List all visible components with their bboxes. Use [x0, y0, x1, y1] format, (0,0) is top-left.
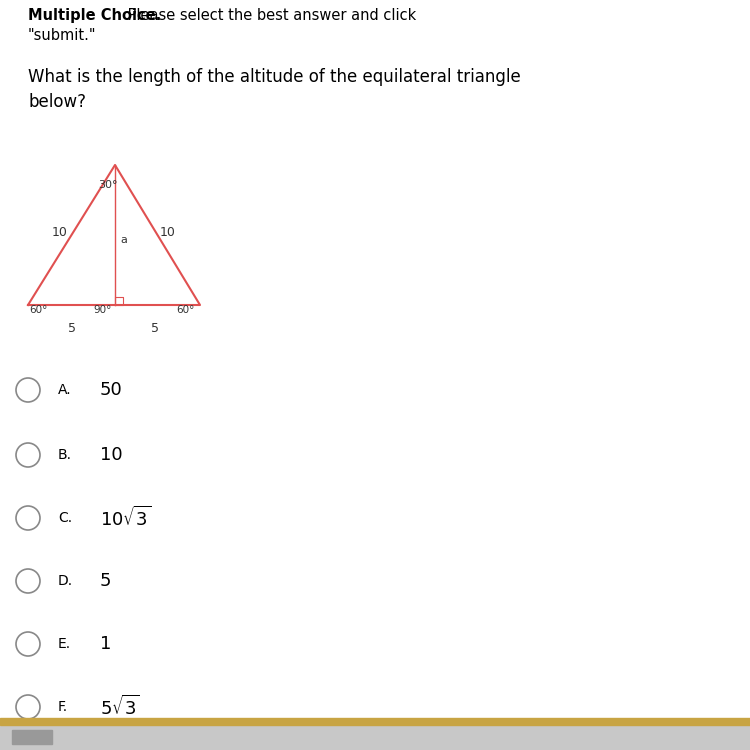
Text: 1: 1 [100, 635, 111, 653]
Text: B.: B. [58, 448, 72, 462]
Text: 10: 10 [100, 446, 123, 464]
Text: $\mathregular{5}\sqrt{\mathregular{3}}$: $\mathregular{5}\sqrt{\mathregular{3}}$ [100, 695, 140, 719]
Text: D.: D. [58, 574, 74, 588]
Text: 30°: 30° [98, 180, 118, 190]
Text: 10: 10 [160, 226, 176, 239]
Text: 5: 5 [68, 322, 76, 334]
Text: Please select the best answer and click: Please select the best answer and click [123, 8, 416, 23]
Text: a: a [121, 235, 128, 245]
Text: 90°: 90° [94, 305, 112, 315]
Text: 60°: 60° [176, 305, 194, 315]
Text: C.: C. [58, 511, 72, 525]
Text: below?: below? [28, 93, 86, 111]
Text: Multiple Choice.: Multiple Choice. [28, 8, 161, 23]
Text: 10: 10 [52, 226, 68, 239]
Text: What is the length of the altitude of the equilateral triangle: What is the length of the altitude of th… [28, 68, 520, 86]
Bar [12, 730, 52, 744]
Text: 50: 50 [100, 381, 123, 399]
Text: A.: A. [58, 383, 72, 397]
Bar [0, 726, 750, 750]
Text: 5: 5 [100, 572, 112, 590]
Text: 60°: 60° [28, 305, 47, 315]
Text: $\mathregular{10}\sqrt{\mathregular{3}}$: $\mathregular{10}\sqrt{\mathregular{3}}$ [100, 506, 152, 530]
Text: 5: 5 [151, 322, 159, 334]
Bar [0, 718, 750, 725]
Text: "submit.": "submit." [28, 28, 97, 43]
Text: E.: E. [58, 637, 71, 651]
Text: F.: F. [58, 700, 68, 714]
